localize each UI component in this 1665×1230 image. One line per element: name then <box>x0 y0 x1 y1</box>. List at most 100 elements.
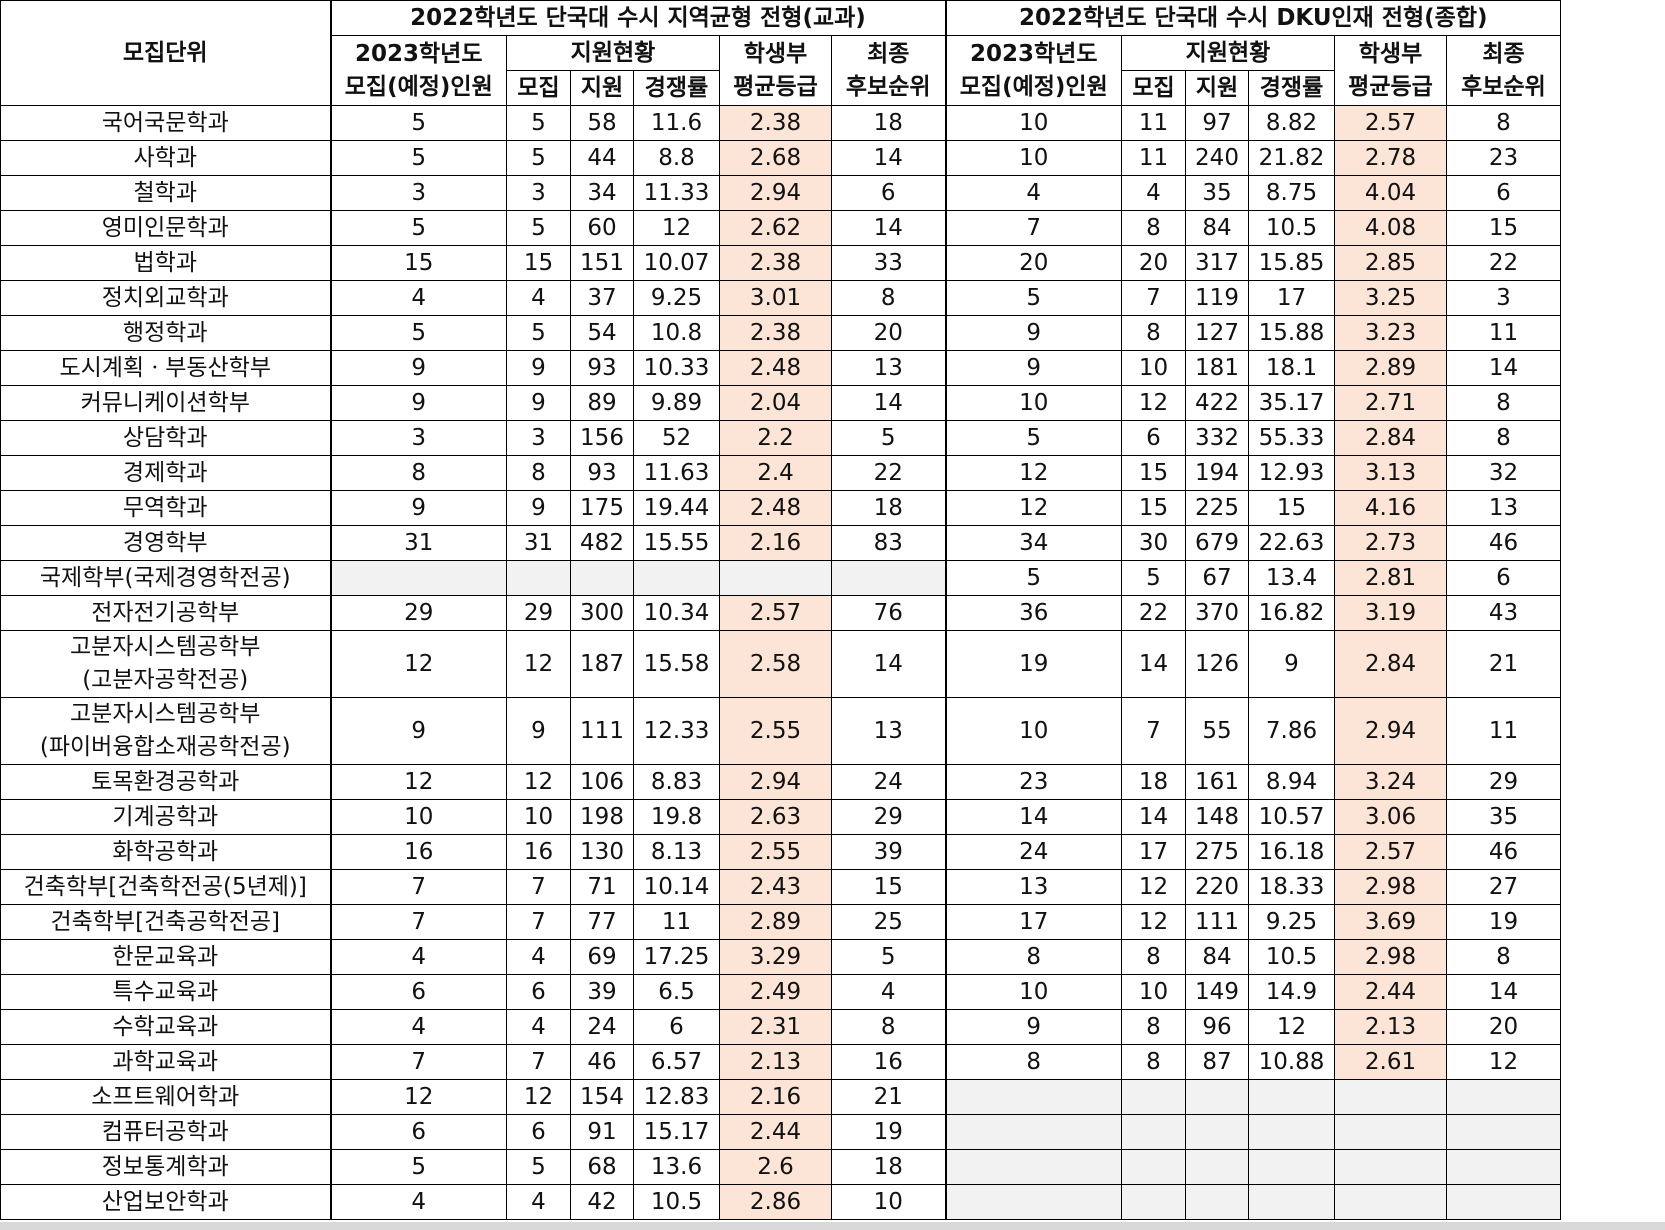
regional-grade-cell: 2.4 <box>719 455 832 491</box>
unit-name: 소프트웨어학과 <box>91 1083 240 1110</box>
regional-rank-cell: 24 <box>831 764 946 800</box>
dku-ratio-cell: 21.82 <box>1248 140 1335 176</box>
unit-name: 수학교육과 <box>112 1013 219 1040</box>
regional-ratio-cell: 15.17 <box>633 1114 720 1150</box>
regional-ratio-cell: 15.58 <box>633 630 720 698</box>
regional-ratio-cell: 11.33 <box>633 175 720 211</box>
empty-cell <box>1248 1079 1335 1115</box>
dku-recruit-cell: 8 <box>1121 1009 1186 1045</box>
regional-rank-cell: 19 <box>831 1114 946 1150</box>
regional-apply-cell: 111 <box>570 697 634 765</box>
regional-ratio-cell: 10.14 <box>633 869 720 905</box>
unit-name-cell: 정치외교학과 <box>0 280 331 316</box>
regional-ratio-cell: 12 <box>633 210 720 246</box>
unit-name: 특수교육과 <box>112 978 219 1005</box>
table-row: 정보통계학과 5 5 68 13.6 2.6 18 <box>0 1149 1561 1185</box>
empty-cell <box>944 1114 1122 1150</box>
regional-rank-cell: 18 <box>831 105 946 141</box>
header-recruit: 모집 <box>506 70 571 106</box>
dku-apply-cell: 55 <box>1185 697 1249 765</box>
regional-grade-cell: 2.94 <box>719 764 832 800</box>
dku-rank-cell: 8 <box>1446 385 1561 421</box>
regional-quota-cell: 4 <box>329 1009 507 1045</box>
empty-cell <box>1446 1114 1561 1150</box>
regional-recruit-cell: 10 <box>506 799 571 835</box>
table-row: 상담학과 3 3 156 52 2.2 5 5 6 332 55.33 2.84 8 <box>0 420 1561 456</box>
dku-rank-cell: 8 <box>1446 105 1561 141</box>
empty-cell <box>944 1079 1122 1115</box>
regional-rank-cell: 29 <box>831 799 946 835</box>
dku-grade-cell: 3.13 <box>1334 455 1447 491</box>
dku-recruit-cell: 8 <box>1121 315 1186 351</box>
dku-apply-cell: 119 <box>1185 280 1249 316</box>
dku-ratio-cell: 15.85 <box>1248 245 1335 281</box>
dku-quota-cell: 20 <box>944 245 1122 281</box>
unit-name-cell: 수학교육과 <box>0 1009 331 1045</box>
empty-cell <box>719 560 832 596</box>
empty-cell <box>1121 1114 1186 1150</box>
table-row: 사학과 5 5 44 8.8 2.68 14 10 11 240 21.82 2.78 23 <box>0 140 1561 176</box>
dku-recruit-cell: 12 <box>1121 869 1186 905</box>
regional-grade-cell: 2.49 <box>719 974 832 1010</box>
regional-quota-cell: 5 <box>329 1149 507 1185</box>
regional-quota-cell: 5 <box>329 105 507 141</box>
table-row: 경영학부 31 31 482 15.55 2.16 83 34 30 679 22.63 2.73 46 <box>0 525 1561 561</box>
regional-grade-cell: 2.43 <box>719 869 832 905</box>
dku-ratio-cell: 10.88 <box>1248 1044 1335 1080</box>
dku-quota-cell: 12 <box>944 490 1122 526</box>
dku-rank-cell: 11 <box>1446 315 1561 351</box>
header-unit: 모집단위 <box>0 0 331 106</box>
empty-cell <box>1185 1114 1249 1150</box>
table-row: 행정학과 5 5 54 10.8 2.38 20 9 8 127 15.88 3.23 11 <box>0 315 1561 351</box>
header-quota-line1: 2023학년도 <box>355 40 483 67</box>
header-grade-line2: 평균등급 <box>1348 73 1433 100</box>
dku-grade-cell: 3.06 <box>1334 799 1447 835</box>
dku-apply-cell: 317 <box>1185 245 1249 281</box>
empty-cell <box>1121 1079 1186 1115</box>
unit-name-cell: 경영학부 <box>0 525 331 561</box>
dku-ratio-cell: 55.33 <box>1248 420 1335 456</box>
regional-apply-cell: 91 <box>570 1114 634 1150</box>
table-row: 법학과 15 15 151 10.07 2.38 33 20 20 317 15.85 2.85 22 <box>0 245 1561 281</box>
admission-table: 모집단위 2022학년도 단국대 수시 지역균형 전형(교과) 2022학년도 … <box>0 0 1561 1220</box>
regional-quota-cell: 12 <box>329 764 507 800</box>
empty-cell <box>1446 1149 1561 1185</box>
dku-rank-cell: 27 <box>1446 869 1561 905</box>
header-group-regional: 2022학년도 단국대 수시 지역균형 전형(교과) <box>329 0 946 36</box>
empty-cell <box>633 560 720 596</box>
dku-grade-cell: 2.84 <box>1334 420 1447 456</box>
dku-apply-cell: 87 <box>1185 1044 1249 1080</box>
regional-rank-cell: 10 <box>831 1184 946 1220</box>
regional-ratio-cell: 11.6 <box>633 105 720 141</box>
unit-name-cell: 전자전기공학부 <box>0 595 331 631</box>
dku-rank-cell: 12 <box>1446 1044 1561 1080</box>
table-row: 무역학과 9 9 175 19.44 2.48 18 12 15 225 15 4.16 13 <box>0 490 1561 526</box>
unit-name-cell: 건축학부[건축공학전공] <box>0 904 331 940</box>
dku-quota-cell: 13 <box>944 869 1122 905</box>
dku-recruit-cell: 8 <box>1121 1044 1186 1080</box>
dku-rank-cell: 29 <box>1446 764 1561 800</box>
dku-quota-cell: 34 <box>944 525 1122 561</box>
unit-name: 경제학과 <box>122 459 208 486</box>
regional-ratio-cell: 10.34 <box>633 595 720 631</box>
regional-rank-cell: 14 <box>831 630 946 698</box>
empty-cell <box>1334 1149 1447 1185</box>
dku-rank-cell: 13 <box>1446 490 1561 526</box>
dku-apply-cell: 161 <box>1185 764 1249 800</box>
dku-rank-cell: 6 <box>1446 175 1561 211</box>
unit-name-cell: 커뮤니케이션학부 <box>0 385 331 421</box>
dku-grade-cell: 2.94 <box>1334 697 1447 765</box>
unit-name: 기계공학과 <box>112 803 219 830</box>
regional-rank-cell: 18 <box>831 1149 946 1185</box>
regional-recruit-cell: 7 <box>506 1044 571 1080</box>
dku-apply-cell: 181 <box>1185 350 1249 386</box>
regional-rank-cell: 16 <box>831 1044 946 1080</box>
regional-rank-cell: 8 <box>831 1009 946 1045</box>
regional-apply-cell: 482 <box>570 525 634 561</box>
table-row: 철학과 3 3 34 11.33 2.94 6 4 4 35 8.75 4.04 6 <box>0 175 1561 211</box>
table-row: 정치외교학과 4 4 37 9.25 3.01 8 5 7 119 17 3.25 3 <box>0 280 1561 316</box>
unit-name-cell: 정보통계학과 <box>0 1149 331 1185</box>
regional-apply-cell: 130 <box>570 834 634 870</box>
dku-grade-cell: 3.25 <box>1334 280 1447 316</box>
regional-rank-cell: 33 <box>831 245 946 281</box>
